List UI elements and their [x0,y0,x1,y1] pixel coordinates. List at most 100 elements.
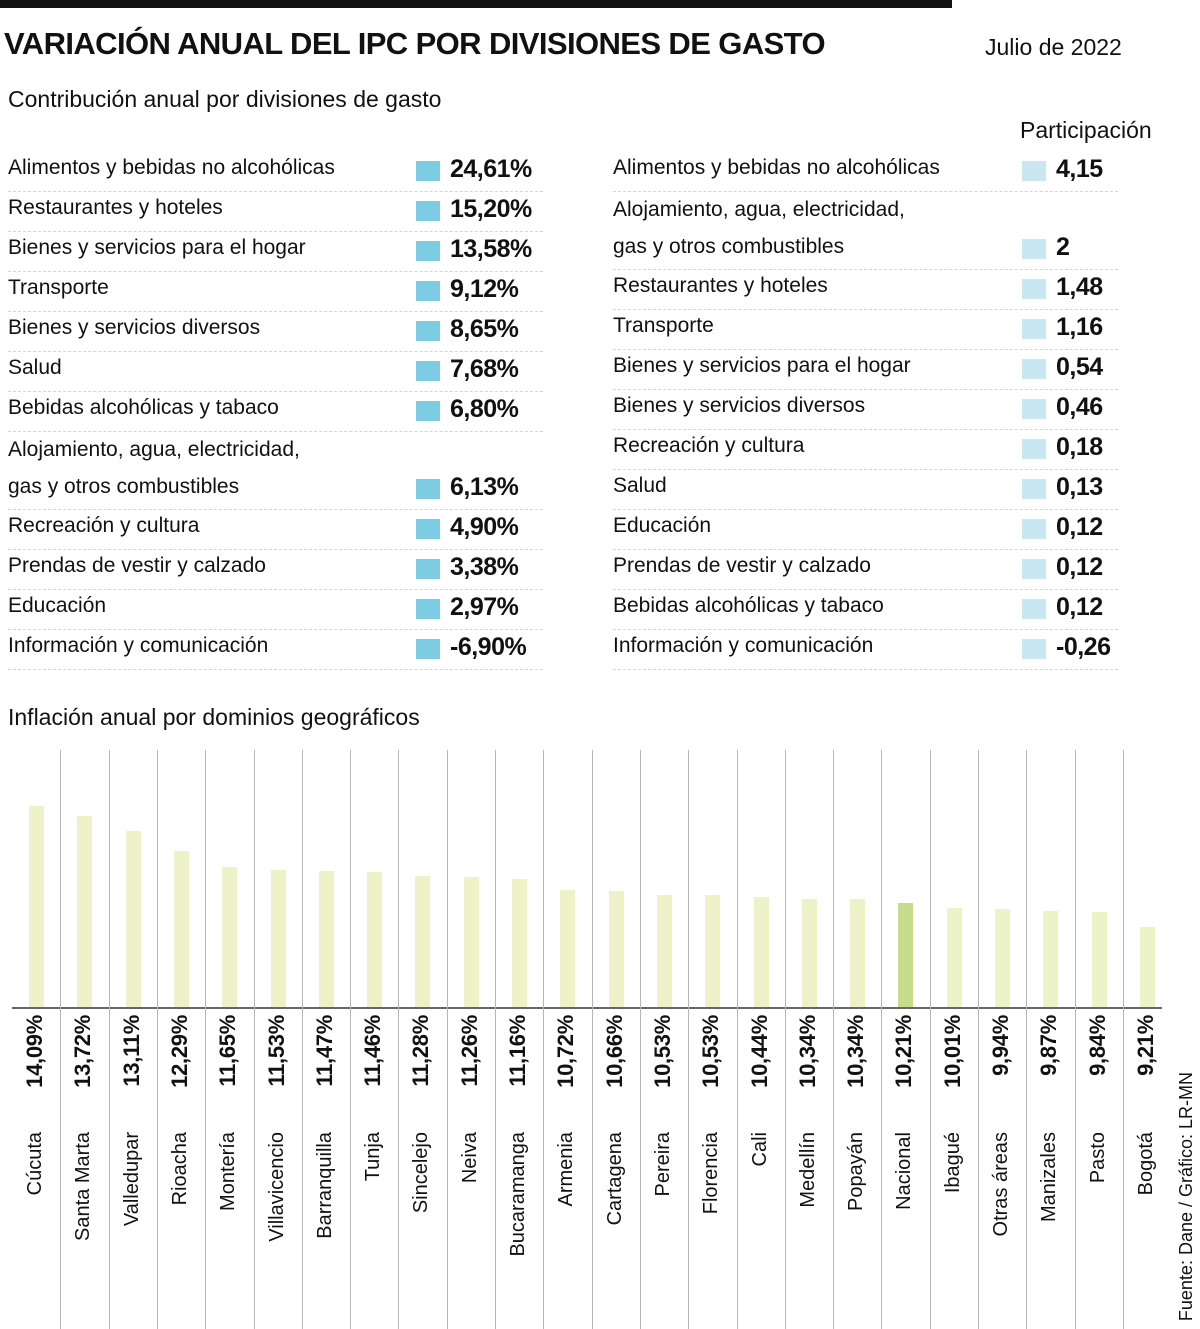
row-label: Educación [613,514,712,537]
legend-marker [416,639,440,659]
legend-marker [416,519,440,539]
column-divider [446,750,448,1329]
data-label-0: 14,09% [22,1015,47,1088]
category-label-9: Neiva [458,1132,481,1184]
date-label: Julio de 2022 [985,34,1122,60]
legend-marker [1022,359,1046,379]
row-label: Recreación y cultura [613,434,805,457]
row-value: 0,46 [1056,393,1103,421]
bar-14 [705,894,721,1007]
row-label: Alimentos y bebidas no alcohólicas [8,156,335,179]
list-row: Transporte 9,12% [8,272,543,312]
list-row: Alimentos y bebidas no alcohólicas 4,15 [613,152,1118,192]
data-label-16: 10,34% [794,1015,820,1088]
list-row: Bebidas alcohólicas y tabaco 0,12 [613,590,1118,630]
category-label-1: Santa Marta [72,1132,95,1241]
bar-11 [560,889,576,1007]
data-label-13: 10,53% [649,1015,675,1088]
list-row: Información y comunicación -0,26 [613,630,1118,670]
legend-marker [416,321,440,341]
column-divider [736,750,738,1329]
category-label-15: Cali [748,1132,771,1167]
column-divider [881,750,883,1329]
row-value: 0,12 [1056,553,1103,581]
category-label-23: Bogotá [1134,1132,1157,1196]
row-label: Salud [8,356,62,379]
category-label-10: Bucaramanga [507,1132,529,1257]
column-divider [156,750,158,1329]
bar-17 [850,899,866,1007]
row-value: 2 [1056,233,1070,261]
column-divider [398,750,400,1329]
column-divider [784,750,786,1329]
list-row: Prendas de vestir y calzado 3,38% [8,550,543,590]
row-label: Prendas de vestir y calzado [613,554,871,577]
category-label-5: Villavicencio [265,1132,288,1242]
column-divider [833,750,835,1329]
data-label-5: 11,53% [263,1015,289,1087]
row-label-line1: Alojamiento, agua, electricidad, [8,438,300,461]
participation-list: Alimentos y bebidas no alcohólicas 4,15 Al… [613,152,1118,670]
data-label-7: 11,46% [360,1015,386,1087]
list-row: Prendas de vestir y calzado 0,12 [613,550,1118,590]
legend-marker [416,401,440,421]
column-divider [543,750,545,1329]
legend-marker [1022,479,1046,499]
contribution-list: Alimentos y bebidas no alcohólicas 24,61%… [8,152,543,670]
bar-5 [270,869,286,1007]
column-divider [688,750,690,1329]
list-row: Recreación y cultura 0,18 [613,430,1118,470]
row-value: 0,18 [1056,433,1103,461]
bar-4 [222,866,238,1007]
row-value: 1,48 [1056,273,1103,301]
bar-6 [318,871,334,1007]
bar-18 [898,902,914,1007]
legend-marker [1022,399,1046,419]
legend-marker [1022,599,1046,619]
data-label-19: 10,01% [939,1015,965,1088]
list-row: Alojamiento, agua, electricidad, gas y ot… [8,432,543,510]
category-label-11: Armenia [555,1132,578,1207]
top-rule [0,0,952,8]
data-label-10: 11,16% [505,1015,530,1087]
data-label-18: 10,21% [891,1015,917,1088]
row-label: Bienes y servicios diversos [613,394,866,417]
legend-marker [416,599,440,619]
chart-title: Inflación anual por dominios geográficos [8,704,420,730]
row-value: 2,97% [450,593,519,621]
column-divider [350,750,352,1329]
row-value: 4,90% [450,513,519,541]
bar-8 [415,876,431,1007]
data-label-21: 9,87% [1036,1015,1062,1076]
row-label: Restaurantes y hoteles [8,196,223,219]
column-divider [301,750,303,1329]
row-value: 0,12 [1056,513,1103,541]
bar-7 [367,871,383,1007]
legend-marker [1022,319,1046,339]
list-row: Educación 2,97% [8,590,543,630]
list-row: Transporte 1,16 [613,310,1118,350]
row-value: 0,54 [1056,353,1103,381]
legend-marker [416,281,440,301]
column-divider [591,750,593,1329]
list-row: Información y comunicación -6,90% [8,630,543,670]
bar-19 [946,907,962,1007]
row-label: Prendas de vestir y calzado [8,554,266,577]
list-row: Bienes y servicios diversos 0,46 [613,390,1118,430]
category-label-19: Ibagué [941,1132,964,1194]
data-label-12: 10,66% [601,1015,627,1088]
category-label-20: Otras áreas [990,1132,1012,1237]
source-note: Fuente: Dane / Gráfico: LR-MN [1176,1071,1196,1321]
row-value: 24,61% [450,155,532,183]
bar-10 [512,879,527,1007]
data-label-9: 11,26% [456,1015,482,1087]
row-label: Alojamiento, agua, electricidad, gas y ot… [8,431,300,505]
column-divider [108,750,110,1329]
legend-marker [416,241,440,261]
category-label-22: Pasto [1086,1132,1109,1184]
column-divider [929,750,931,1329]
data-label-1: 13,72% [70,1015,96,1088]
column-divider [1074,750,1076,1329]
row-label: Bienes y servicios para el hogar [613,354,911,377]
